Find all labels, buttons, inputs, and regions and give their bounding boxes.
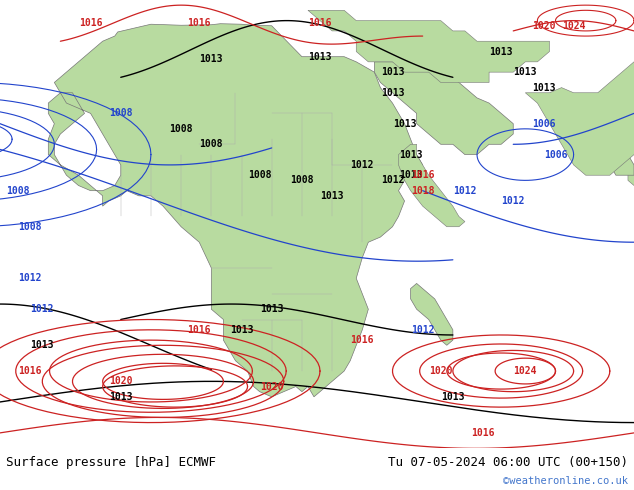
- Text: 1013: 1013: [230, 325, 253, 335]
- Text: 1020: 1020: [429, 366, 453, 376]
- Text: 1008: 1008: [109, 108, 133, 119]
- Text: 1016: 1016: [18, 366, 42, 376]
- Text: 1016: 1016: [188, 325, 211, 335]
- Text: 1013: 1013: [399, 170, 422, 180]
- Text: 1008: 1008: [18, 222, 42, 232]
- Text: 1008: 1008: [6, 186, 30, 196]
- Polygon shape: [526, 62, 634, 175]
- Text: 1012: 1012: [411, 325, 434, 335]
- Text: 1013: 1013: [260, 304, 283, 314]
- Text: 1013: 1013: [393, 119, 417, 129]
- Text: 1013: 1013: [399, 149, 422, 160]
- Text: 1013: 1013: [308, 51, 332, 62]
- Text: 1016: 1016: [308, 18, 332, 28]
- Text: ©weatheronline.co.uk: ©weatheronline.co.uk: [503, 476, 628, 486]
- Text: 1012: 1012: [351, 160, 374, 170]
- Polygon shape: [48, 24, 423, 397]
- Text: 1012: 1012: [18, 273, 42, 283]
- Text: 1016: 1016: [79, 18, 102, 28]
- Text: 1016: 1016: [471, 428, 495, 438]
- Text: 1013: 1013: [441, 392, 465, 402]
- Text: 1008: 1008: [290, 175, 314, 185]
- Text: 1016: 1016: [188, 18, 211, 28]
- Polygon shape: [399, 144, 465, 227]
- Text: 1016: 1016: [411, 170, 434, 180]
- Text: 1013: 1013: [381, 67, 404, 77]
- Polygon shape: [628, 165, 634, 186]
- Text: 1008: 1008: [200, 139, 223, 149]
- Text: 1018: 1018: [411, 186, 434, 196]
- Text: 1013: 1013: [381, 88, 404, 98]
- Text: 1006: 1006: [532, 119, 555, 129]
- Text: 1013: 1013: [109, 392, 133, 402]
- Polygon shape: [411, 283, 453, 345]
- Text: 1013: 1013: [489, 47, 513, 56]
- Text: 1020: 1020: [532, 21, 555, 31]
- Text: 1016: 1016: [351, 335, 374, 345]
- Text: 1012: 1012: [30, 304, 54, 314]
- Text: 1012: 1012: [381, 175, 404, 185]
- Text: 1008: 1008: [169, 124, 193, 134]
- Text: 1012: 1012: [453, 186, 477, 196]
- Text: 1013: 1013: [320, 191, 344, 201]
- Text: 1020: 1020: [260, 382, 283, 392]
- Polygon shape: [555, 93, 634, 175]
- Text: 1020: 1020: [109, 376, 133, 386]
- Text: Tu 07-05-2024 06:00 UTC (00+150): Tu 07-05-2024 06:00 UTC (00+150): [387, 456, 628, 469]
- Text: 1006: 1006: [544, 149, 567, 160]
- Text: 1024: 1024: [514, 366, 537, 376]
- Polygon shape: [308, 10, 550, 82]
- Polygon shape: [374, 62, 514, 155]
- Text: 1013: 1013: [200, 54, 223, 64]
- Text: Surface pressure [hPa] ECMWF: Surface pressure [hPa] ECMWF: [6, 456, 216, 469]
- Text: 1008: 1008: [248, 170, 271, 180]
- Text: 1013: 1013: [30, 340, 54, 350]
- Text: 1012: 1012: [501, 196, 525, 206]
- Text: 1013: 1013: [532, 83, 555, 93]
- Text: 1013: 1013: [514, 67, 537, 77]
- Text: 1024: 1024: [562, 21, 585, 31]
